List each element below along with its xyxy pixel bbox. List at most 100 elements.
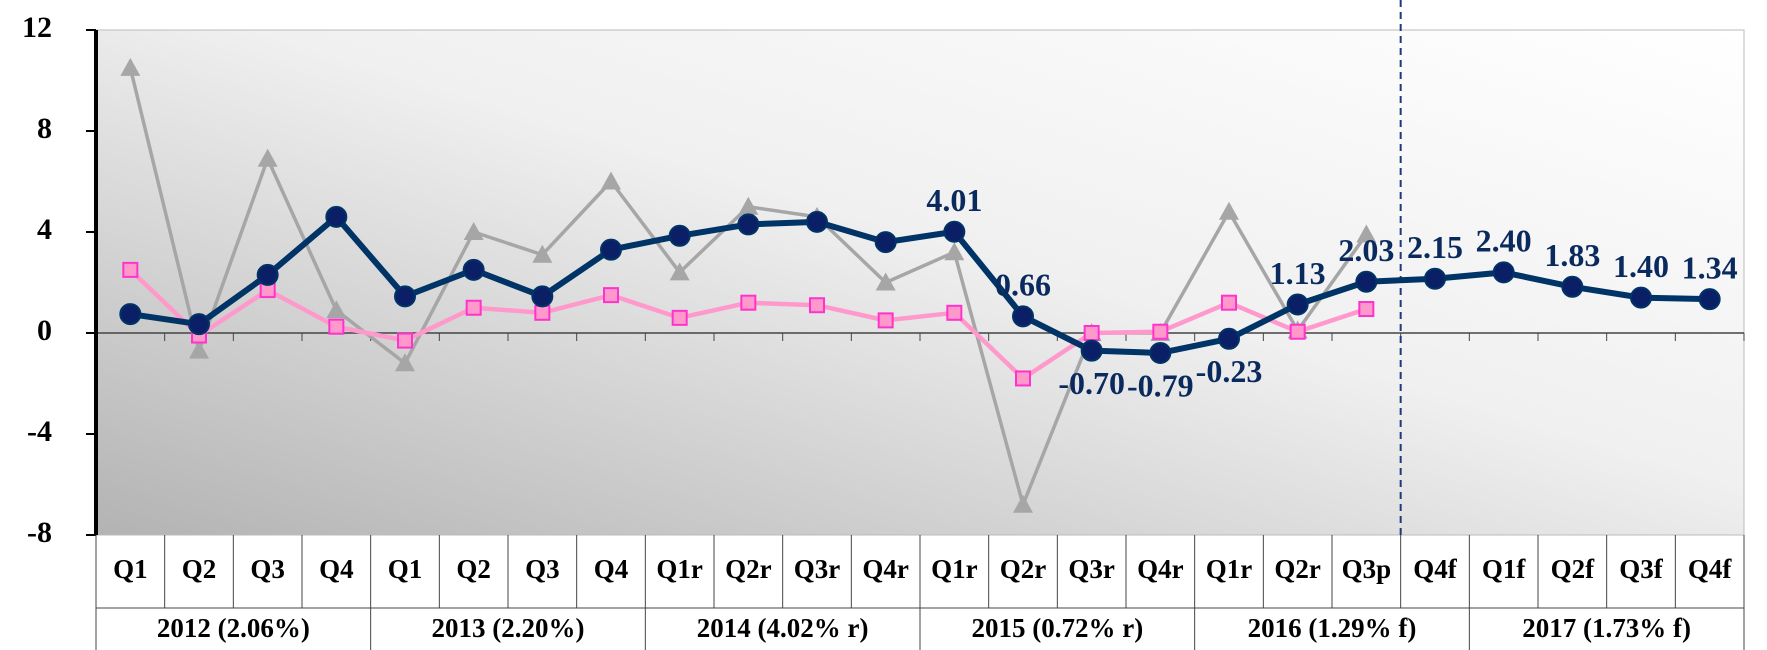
data-label: -0.23 — [1196, 353, 1263, 389]
data-label: 1.83 — [1544, 237, 1600, 273]
series-line — [129, 213, 1710, 356]
point — [668, 224, 691, 247]
point — [1218, 327, 1240, 350]
x-tick-label: Q3 — [250, 554, 285, 584]
point — [600, 238, 622, 261]
data-label: 2.40 — [1476, 223, 1532, 259]
data-label: 1.40 — [1613, 248, 1669, 284]
year-label: 2017 (1.73% f) — [1522, 613, 1691, 643]
point — [669, 262, 690, 281]
point — [1630, 286, 1652, 309]
x-tick-label: Q1f — [1482, 554, 1527, 584]
point — [875, 272, 896, 291]
year-label: 2014 (4.02% r) — [697, 613, 869, 643]
data-label: 0.66 — [995, 267, 1051, 303]
x-tick-label: Q1r — [931, 554, 978, 584]
point — [806, 210, 828, 233]
y-tick-label: 8 — [37, 112, 52, 145]
point — [603, 287, 619, 304]
point — [1219, 201, 1239, 220]
point — [188, 313, 210, 336]
point — [397, 332, 413, 349]
y-tick-label: 12 — [22, 11, 52, 44]
point — [122, 261, 139, 278]
point — [462, 258, 485, 281]
point — [1698, 288, 1721, 311]
point — [737, 213, 760, 236]
point — [1561, 275, 1584, 298]
point — [601, 171, 621, 190]
point — [328, 318, 345, 335]
point — [1015, 370, 1031, 387]
point — [394, 285, 416, 308]
x-tick-label: Q4f — [1413, 554, 1458, 584]
data-label: 2.03 — [1338, 232, 1394, 268]
x-tick-label: Q2 — [182, 554, 217, 584]
data-label: 4.01 — [926, 182, 982, 218]
point — [326, 300, 347, 319]
x-tick-label: Q3f — [1619, 554, 1664, 584]
point — [671, 309, 688, 326]
point — [534, 304, 551, 321]
point — [1013, 494, 1033, 513]
data-label: -0.79 — [1127, 367, 1194, 403]
point — [1358, 301, 1375, 318]
point — [1356, 224, 1377, 243]
point — [1080, 339, 1103, 362]
point — [877, 312, 894, 329]
x-tick-label: Q3r — [794, 554, 841, 584]
point — [1424, 267, 1446, 290]
y-tick-label: 4 — [37, 213, 52, 246]
point — [943, 220, 966, 243]
point — [738, 196, 759, 215]
data-label: 2.15 — [1407, 229, 1463, 265]
point — [120, 57, 141, 76]
year-label: 2016 (1.29% f) — [1248, 613, 1417, 643]
x-tick-label: Q1 — [388, 554, 423, 584]
x-tick-label: Q4r — [1137, 554, 1184, 584]
y-tick-label: 0 — [37, 314, 52, 347]
point — [119, 303, 142, 326]
point — [1152, 323, 1169, 340]
data-label: 1.13 — [1270, 255, 1326, 291]
point — [1355, 270, 1378, 293]
point — [809, 297, 825, 314]
data-label: 1.34 — [1682, 250, 1738, 286]
y-tick-label: -4 — [27, 415, 52, 448]
x-tick-label: Q2r — [1000, 554, 1047, 584]
plot-area — [95, 29, 1745, 536]
point — [1012, 305, 1034, 328]
year-label: 2015 (0.72% r) — [971, 613, 1143, 643]
point — [1083, 325, 1100, 341]
x-tick-label: Q2 — [456, 554, 491, 584]
x-tick-label: Q1r — [1206, 554, 1253, 584]
x-tick-label: Q1r — [656, 554, 703, 584]
point — [532, 244, 553, 263]
point — [874, 231, 897, 254]
point — [325, 205, 348, 228]
x-tick-label: Q3r — [1068, 554, 1115, 584]
x-tick-label: Q2r — [725, 554, 772, 584]
point — [465, 299, 482, 316]
point — [1286, 293, 1309, 316]
x-tick-label: Q4r — [862, 554, 909, 584]
point — [944, 242, 965, 261]
point — [256, 263, 279, 286]
point — [946, 304, 963, 321]
x-tick-label: Q1 — [113, 554, 148, 584]
point — [740, 294, 757, 311]
y-tick-label: -8 — [27, 516, 52, 549]
point — [257, 148, 278, 167]
point — [1149, 341, 1172, 364]
x-tick-label: Q4f — [1688, 554, 1733, 584]
x-tick-label: Q2r — [1274, 554, 1321, 584]
point — [531, 285, 554, 308]
data-label: -0.70 — [1058, 365, 1125, 401]
x-tick-label: Q3p — [1342, 554, 1392, 584]
point — [395, 353, 415, 372]
x-tick-label: Q4 — [319, 554, 354, 584]
x-tick-label: Q4 — [594, 554, 629, 584]
point — [463, 222, 484, 240]
year-label: 2012 (2.06%) — [157, 613, 310, 643]
